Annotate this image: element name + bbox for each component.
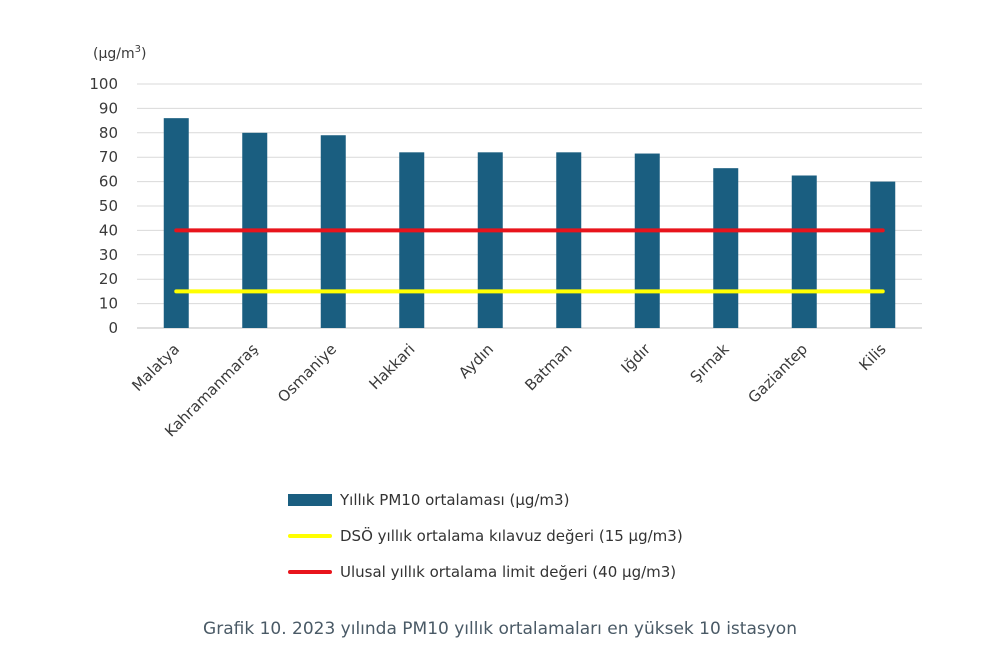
legend: Yıllık PM10 ortalaması (µg/m3) DSÖ yıllı… — [288, 482, 683, 590]
legend-label-pm10: Yıllık PM10 ortalaması (µg/m3) — [340, 491, 570, 509]
y-tick-label-60: 60 — [99, 173, 118, 191]
x-category-label-9: Kilis — [856, 340, 890, 374]
legend-label-who: DSÖ yıllık ortalama kılavuz değeri (15 µ… — [340, 527, 683, 545]
y-tick-label-50: 50 — [99, 197, 118, 215]
legend-item-pm10: Yıllık PM10 ortalaması (µg/m3) — [288, 482, 683, 518]
bar-6 — [634, 153, 660, 328]
bars — [163, 118, 896, 328]
legend-item-who: DSÖ yıllık ortalama kılavuz değeri (15 µ… — [288, 518, 683, 554]
figure-caption: Grafik 10. 2023 yılında PM10 yıllık orta… — [203, 619, 797, 639]
y-tick-label-40: 40 — [99, 221, 118, 239]
bar-3 — [399, 152, 425, 328]
x-category-label-4: Aydın — [455, 340, 497, 382]
bar-4 — [477, 152, 503, 328]
y-axis-ticks: 0 10 20 30 40 50 60 70 80 90 100 — [89, 75, 118, 337]
x-category-label-3: Hakkari — [365, 340, 418, 393]
x-category-label-2: Osmaniye — [274, 340, 340, 406]
legend-label-national: Ulusal yıllık ortalama limit değeri (40 … — [340, 563, 677, 581]
x-category-label-6: Iğdır — [617, 340, 654, 377]
y-tick-label-10: 10 — [99, 295, 118, 313]
bar-8 — [791, 175, 817, 328]
x-category-label-0: Malatya — [128, 340, 183, 395]
legend-swatch-national — [288, 570, 332, 574]
bar-9 — [870, 181, 896, 328]
bar-5 — [556, 152, 582, 328]
y-tick-label-90: 90 — [99, 99, 118, 117]
y-tick-label-30: 30 — [99, 246, 118, 264]
legend-item-national: Ulusal yıllık ortalama limit değeri (40 … — [288, 554, 683, 590]
x-category-label-7: Şırnak — [687, 340, 733, 386]
y-tick-label-20: 20 — [99, 270, 118, 288]
y-tick-label-0: 0 — [108, 319, 118, 337]
bar-7 — [713, 168, 739, 328]
y-tick-label-70: 70 — [99, 148, 118, 166]
reference-lines — [174, 228, 885, 294]
y-axis-unit-label: (µg/m3) — [93, 44, 146, 62]
x-category-label-5: Batman — [521, 340, 575, 394]
y-tick-label-80: 80 — [99, 124, 118, 142]
y-tick-label-100: 100 — [89, 75, 118, 93]
x-category-label-8: Gaziantep — [744, 340, 811, 407]
legend-swatch-pm10 — [288, 494, 332, 506]
legend-swatch-who — [288, 534, 332, 538]
bar-0 — [163, 118, 189, 328]
